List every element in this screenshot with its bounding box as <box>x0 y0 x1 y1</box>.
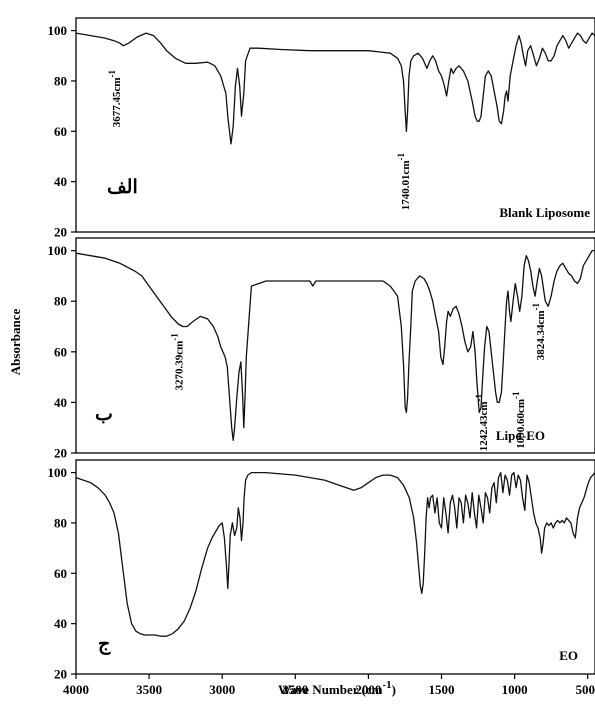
peak-annotation: 1242.43cm-1 <box>474 393 490 451</box>
x-tick-label: 1500 <box>428 682 454 697</box>
panel-frame <box>75 17 595 233</box>
x-tick-label: 3000 <box>209 682 235 697</box>
spectrum-line <box>75 32 595 145</box>
panel-eo: 20 40 60 80 100 EO ج <box>48 459 595 682</box>
panel-label: EO <box>559 648 578 663</box>
x-tick-label: 1000 <box>502 682 528 697</box>
y-tick-label: 100 <box>48 465 68 480</box>
panel-frame <box>75 237 595 454</box>
x-axis: 4000 3500 3000 2500 2000 1500 1000 500 <box>63 674 595 697</box>
y-tick-label: 20 <box>54 225 67 240</box>
peak-annotation: 3824.34cm-1 <box>531 302 547 360</box>
peak-annotation: 1740.01cm-1 <box>396 152 412 210</box>
y-tick-label: 60 <box>54 124 67 139</box>
y-axis-title: Absorbance <box>8 309 23 376</box>
panel-frame <box>75 459 595 675</box>
x-tick-label: 500 <box>576 682 595 697</box>
y-tick-label: 100 <box>48 23 68 38</box>
panel-letter: الف <box>107 177 138 198</box>
y-tick-label: 40 <box>54 616 67 631</box>
y-tick-label: 80 <box>54 73 67 88</box>
y-tick-label: 20 <box>54 446 67 461</box>
x-tick-label: 4000 <box>63 682 89 697</box>
y-tick-label: 40 <box>54 395 67 410</box>
y-tick-label: 40 <box>54 174 67 189</box>
y-tick-label: 20 <box>54 667 67 682</box>
peak-annotation: 3677.45cm-1 <box>107 69 123 127</box>
y-tick-label: 60 <box>54 344 67 359</box>
panel-label: Lipo-EO <box>496 428 545 443</box>
peak-annotation: 1090.60cm-1 <box>511 391 527 449</box>
y-tick-label: 80 <box>54 515 67 530</box>
panel-lipo-eo: 20 40 60 80 100 3270.39cm-1 1242.43cm-1 1090.60… <box>48 237 595 461</box>
spectrum-line <box>75 249 595 442</box>
y-tick-label: 60 <box>54 566 67 581</box>
peak-annotation: 3270.39cm-1 <box>170 333 186 391</box>
x-axis-title: Wave Number (cm-1) <box>278 679 396 697</box>
x-tick-label: 3500 <box>136 682 162 697</box>
y-tick-label: 100 <box>48 243 68 258</box>
x-tick-label: 2500 <box>282 682 308 697</box>
panel-blank-liposome: 20 40 60 80 100 3677.45cm-1 1740.01cm-1 Blank L… <box>48 17 595 240</box>
x-tick-label: 2000 <box>355 682 381 697</box>
panel-label: Blank Liposome <box>499 205 590 220</box>
panel-letter: ج <box>98 634 111 655</box>
panel-letter: ب <box>95 404 113 425</box>
spectrum-line <box>75 471 595 637</box>
y-tick-label: 80 <box>54 294 67 309</box>
